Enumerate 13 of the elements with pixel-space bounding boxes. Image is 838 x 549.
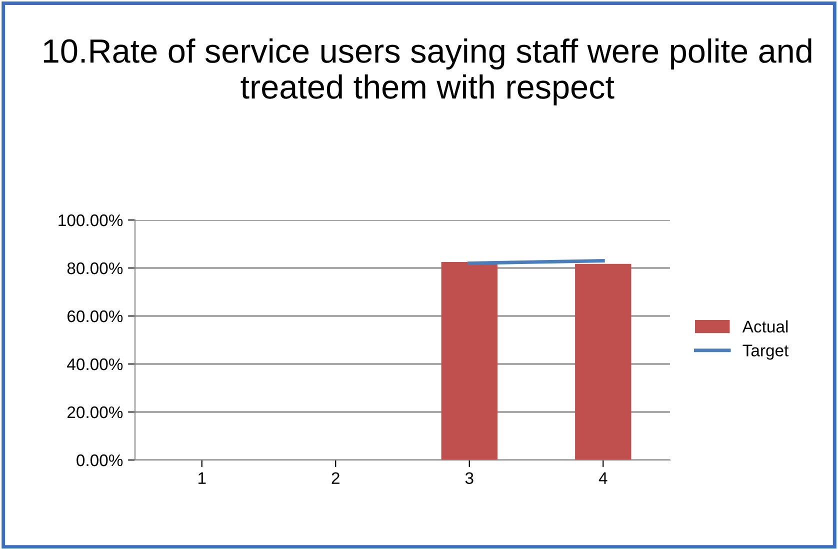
legend-label: Actual xyxy=(742,320,788,333)
legend-label: Target xyxy=(742,344,789,360)
x-tick-label: 4 xyxy=(598,472,608,484)
y-tick-label: 40.00% xyxy=(67,358,123,370)
y-tick-label: 100.00% xyxy=(58,214,123,226)
x-tick-label: 2 xyxy=(332,472,340,484)
x-tick-label: 1 xyxy=(198,472,206,484)
y-tick-label: 60.00% xyxy=(68,310,123,322)
y-tick-label: 20.00% xyxy=(68,406,123,418)
chart-title: 10.Rate of service users saying staff were polite and treated them with respect xyxy=(44,38,812,106)
y-tick-label: 0.00% xyxy=(76,454,123,466)
x-tick-label: 3 xyxy=(465,472,474,484)
y-tick-label: 80.00% xyxy=(67,262,123,274)
